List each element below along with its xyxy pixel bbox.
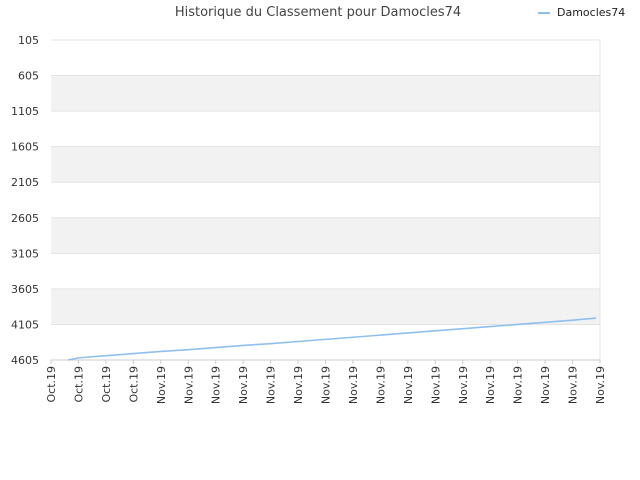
series-line-group (67, 317, 597, 361)
y-tick-label: 105 (18, 34, 39, 47)
y-tick-label: 3605 (11, 283, 39, 296)
x-tick-label: Nov.19 (320, 366, 333, 404)
y-tick-label: 2105 (11, 176, 39, 189)
y-tick-label: 605 (18, 70, 39, 83)
legend-label: Damocles74 (557, 6, 625, 19)
x-tick-label: Oct.19 (127, 366, 140, 403)
plot-band (51, 182, 600, 218)
plot-band (51, 146, 600, 183)
x-tick-label: Nov.19 (265, 366, 278, 404)
plot-band (51, 75, 600, 112)
y-tick-label: 1105 (11, 105, 39, 118)
x-tick-label: Oct.19 (100, 366, 113, 403)
x-tick-label: Nov.19 (182, 366, 195, 404)
x-tick-label: Nov.19 (594, 366, 607, 404)
x-tick-label: Nov.19 (374, 366, 387, 404)
chart-title: Historique du Classement pour Damocles74 (175, 5, 461, 20)
y-tick-label: 4105 (11, 318, 39, 331)
y-tick-label: 1605 (11, 141, 39, 154)
plot-band (51, 324, 600, 360)
x-tick-label: Nov.19 (155, 366, 168, 404)
x-tick-label: Nov.19 (347, 366, 360, 404)
x-tick-label: Nov.19 (484, 366, 497, 404)
x-tick-label: Nov.19 (539, 366, 552, 404)
x-tick-label: Nov.19 (237, 366, 250, 404)
plot-band (51, 253, 600, 289)
y-tick-label: 2605 (11, 212, 39, 225)
x-tick-label: Nov.19 (512, 366, 525, 404)
plot-band (51, 217, 600, 254)
x-tick-label: Oct.19 (45, 366, 58, 403)
plot-band (51, 40, 600, 76)
y-tick-label: 4605 (11, 354, 39, 367)
y-axis: 105 605 1105 1605 2105 2605 3105 3605 4105 4605 (11, 34, 39, 367)
x-tick-label: Nov.19 (567, 366, 580, 404)
x-tick-label: Oct.19 (72, 366, 85, 403)
x-tick-label: Nov.19 (210, 366, 223, 404)
series-line (67, 317, 597, 361)
x-axis: Oct.19 Oct.19 Oct.19 Oct.19 Nov.19 Nov.19 Nov.… (45, 360, 607, 404)
x-tick-label: Nov.19 (429, 366, 442, 404)
y-tick-label: 3105 (11, 247, 39, 260)
legend: Damocles74 (538, 6, 625, 19)
x-tick-label: Nov.19 (402, 366, 415, 404)
x-tick-label: Nov.19 (457, 366, 470, 404)
plot-band (51, 111, 600, 147)
x-tick-label: Nov.19 (292, 366, 305, 404)
plot-band (51, 288, 600, 325)
plot-bands (51, 40, 600, 360)
